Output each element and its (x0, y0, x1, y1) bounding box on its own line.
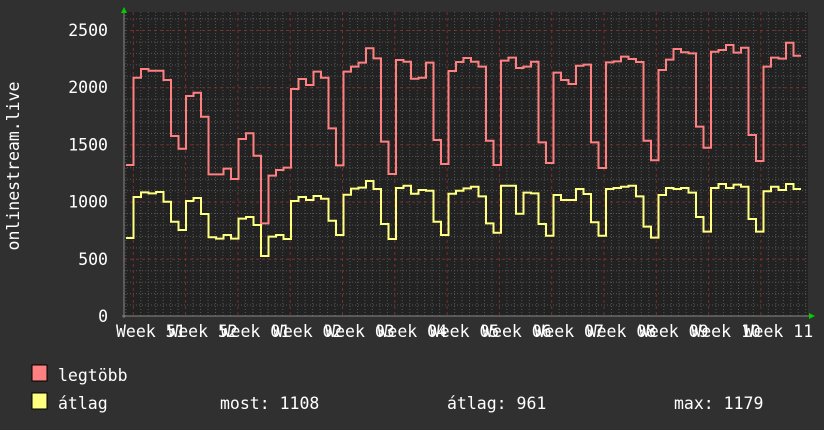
y-tick-label: 500 (78, 250, 108, 269)
y-tick-label: 0 (98, 307, 108, 326)
y-tick-label: 2000 (68, 78, 108, 97)
x-tick-label: Week 11 (744, 322, 814, 341)
y-axis-ticks: 0 500 1000 1500 2000 2500 (68, 21, 108, 326)
x-tick-label: Week 09 (639, 322, 709, 341)
x-tick-label: Week 01 (221, 322, 291, 341)
y-axis-arrow-icon (121, 7, 127, 13)
x-tick-label: Week 04 (378, 322, 448, 341)
grid (124, 12, 808, 316)
legend-swatch-atlag (31, 392, 48, 410)
y-axis-title: onlinestream.live (4, 82, 23, 251)
x-tick-label: Week 03 (325, 322, 395, 341)
legend-label-legtobb: legtöbb (58, 366, 128, 385)
legend-stat-max: max: 1179 (674, 394, 763, 413)
x-tick-label: Week 52 (168, 322, 238, 341)
x-tick-label: Week 51 (116, 322, 186, 341)
series-lines (126, 41, 801, 258)
series-line-atlag (126, 180, 801, 258)
series-line-legtobb (126, 41, 801, 225)
legend: legtöbb átlag most: 1108 átlag: 961 max:… (31, 364, 763, 413)
legend-stat-atlag: átlag: 961 (447, 394, 546, 413)
x-tick-label: Week 06 (482, 322, 552, 341)
y-tick-label: 1000 (68, 193, 108, 212)
legend-label-atlag: átlag (58, 394, 108, 413)
x-axis-arrow-icon (809, 313, 815, 319)
x-tick-label: Week 10 (691, 322, 761, 341)
legend-stat-most: most: 1108 (220, 394, 319, 413)
legend-swatch-legtobb (31, 364, 48, 382)
x-tick-label: Week 05 (430, 322, 500, 341)
x-tick-label: Week 08 (587, 322, 657, 341)
x-tick-label: Week 07 (534, 322, 604, 341)
x-tick-label: Week 02 (273, 322, 343, 341)
y-tick-label: 1500 (68, 135, 108, 154)
y-tick-label: 2500 (68, 21, 108, 40)
